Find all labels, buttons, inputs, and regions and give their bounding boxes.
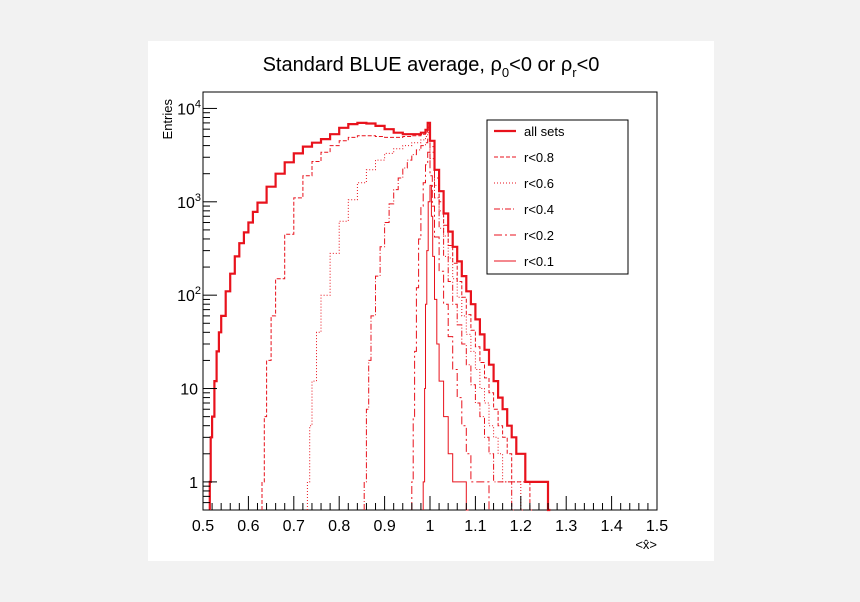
chart-title: Standard BLUE average, ρ0<0 or ρr<0 — [263, 54, 600, 80]
legend-label: r<0.2 — [524, 228, 554, 243]
legend: all sets r<0.8 r<0.6 r<0.4 r<0.2 r<0.1 — [486, 119, 629, 275]
series-r-0-4-line — [363, 138, 514, 511]
axis-layer: 0.5 0.6 0.7 0.8 0.9 1 1.1 1.2 1.3 1.4 1.5 1 10 102 103… — [177, 98, 668, 535]
legend-label: all sets — [524, 124, 565, 139]
x-tick-label: 0.5 — [192, 518, 214, 535]
x-tick-label: 1.3 — [555, 518, 577, 535]
x-axis-label: <x̂> — [635, 537, 657, 552]
x-tick-label: 1.5 — [646, 518, 668, 535]
subscript: r — [572, 65, 577, 80]
series-layer — [208, 121, 551, 512]
y-axis-label: Entries — [160, 99, 175, 140]
series-all-sets-line — [208, 121, 551, 512]
legend-label: r<0.4 — [524, 202, 554, 217]
y-tick-label: 102 — [177, 285, 201, 305]
x-tick-label: 1 — [426, 518, 435, 535]
series-r-0-2-line — [411, 151, 492, 511]
legend-box — [486, 119, 629, 275]
legend-label: r<0.8 — [524, 150, 554, 165]
y-tick-label: 103 — [177, 192, 201, 212]
x-tick-label: 0.6 — [237, 518, 259, 535]
legend-label: r<0.1 — [524, 254, 554, 269]
y-tick-label: 10 — [180, 382, 198, 399]
series-r-0-8-line — [261, 126, 533, 511]
y-tick-label: 104 — [177, 98, 201, 118]
legend-label: r<0.6 — [524, 176, 554, 191]
x-tick-label: 0.9 — [373, 518, 395, 535]
x-tick-label: 1.1 — [464, 518, 486, 535]
subscript: 0 — [502, 65, 509, 80]
histogram-chart: Standard BLUE average, ρ0<0 or ρr<0 0.5 0… — [160, 54, 668, 552]
series-r-0-6-line — [306, 132, 524, 511]
x-tick-label: 1.4 — [600, 518, 622, 535]
x-tick-label: 1.2 — [510, 518, 532, 535]
chart-canvas: Standard BLUE average, ρ0<0 or ρr<0 0.5 0… — [148, 41, 714, 561]
series-r-0-1-line — [422, 184, 469, 511]
x-tick-label: 0.8 — [328, 518, 350, 535]
y-tick-label: 1 — [189, 475, 198, 492]
x-tick-label: 0.7 — [283, 518, 305, 535]
legend-entries: all sets r<0.8 r<0.6 r<0.4 r<0.2 r<0.1 — [494, 124, 565, 269]
